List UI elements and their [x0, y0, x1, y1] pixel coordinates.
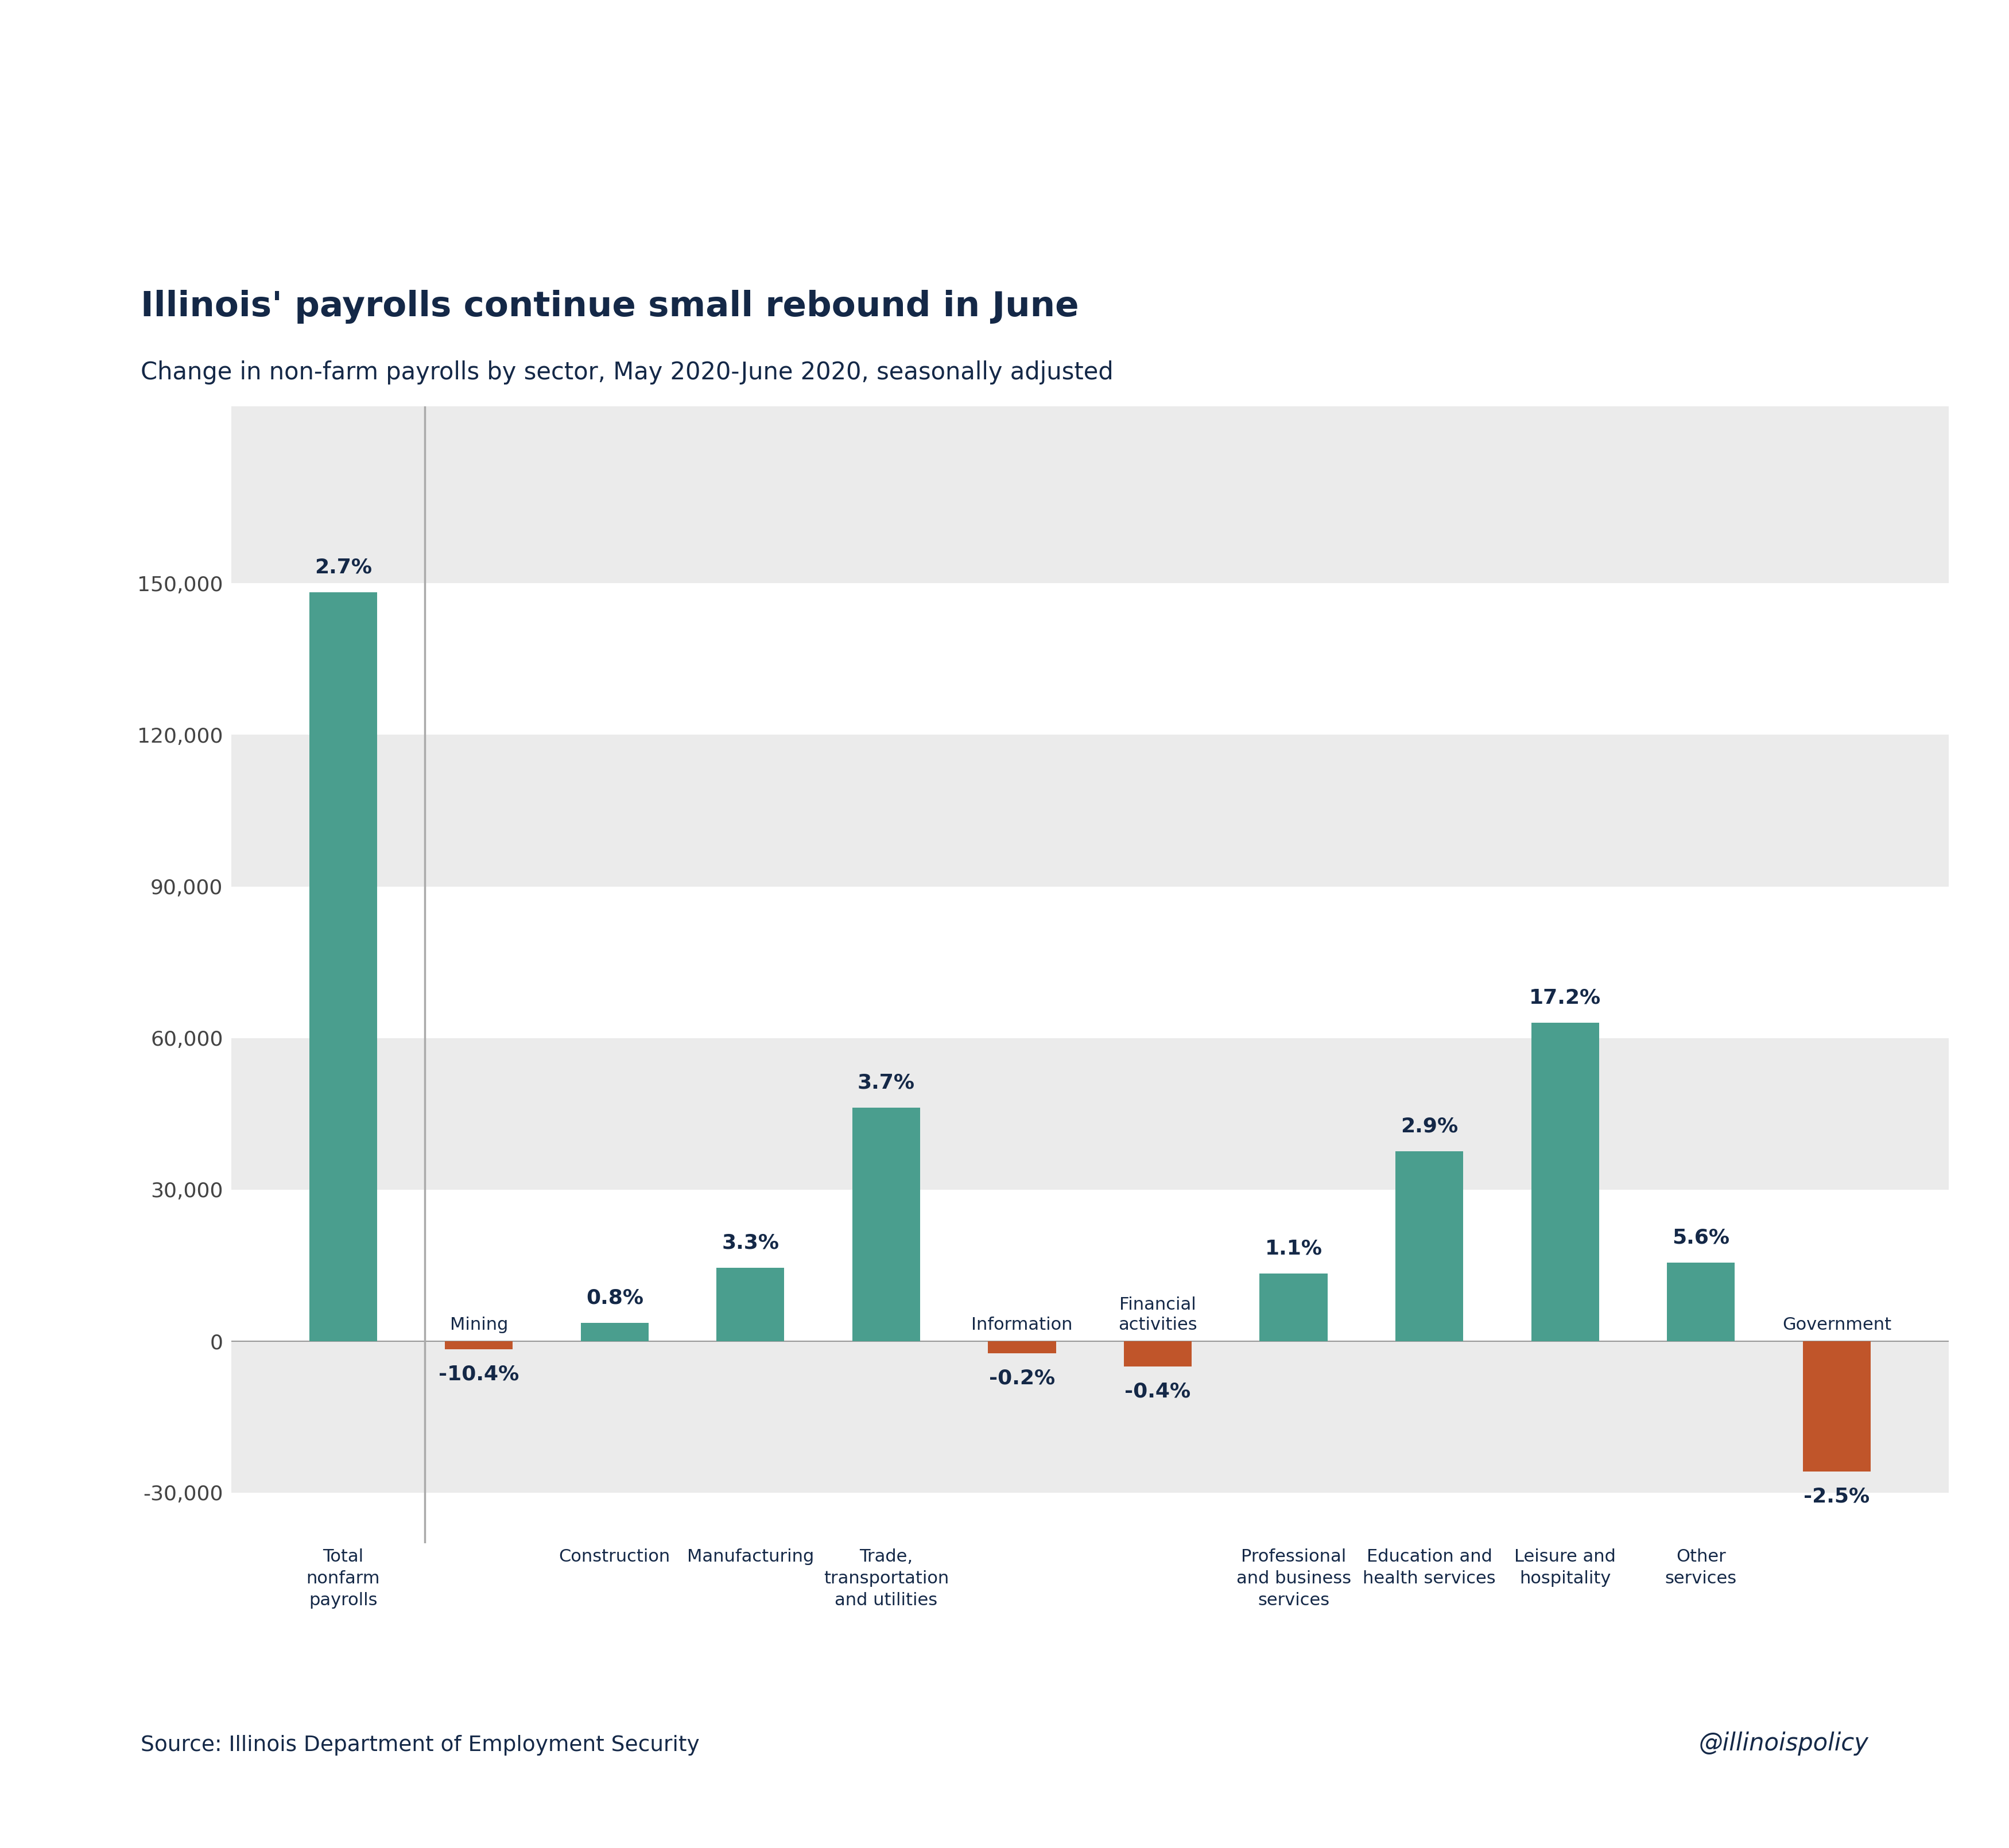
Text: Information: Information [970, 1318, 1073, 1334]
Bar [309, 593, 378, 1342]
Text: Source: Illinois Department of Employment Security: Source: Illinois Department of Employmen… [141, 1735, 699, 1756]
Text: @illinoispolicy: @illinoispolicy [1698, 1732, 1868, 1756]
Text: Total
nonfarm
payrolls: Total nonfarm payrolls [305, 1549, 380, 1608]
Text: 5.6%: 5.6% [1671, 1229, 1730, 1247]
Bar [231, 1342, 1949, 1493]
Text: -2.5%: -2.5% [1804, 1486, 1870, 1506]
Text: Financial
activities: Financial activities [1119, 1295, 1197, 1334]
Bar [231, 736, 1949, 887]
Bar [717, 1268, 784, 1342]
Bar [852, 1107, 920, 1342]
Text: Leisure and
hospitality: Leisure and hospitality [1515, 1549, 1615, 1587]
Text: 17.2%: 17.2% [1529, 989, 1601, 1007]
Bar [1667, 1262, 1736, 1342]
Text: 3.3%: 3.3% [721, 1233, 779, 1253]
Text: 2.7%: 2.7% [313, 558, 372, 577]
Text: Other
services: Other services [1665, 1549, 1738, 1587]
Text: Government: Government [1782, 1318, 1890, 1334]
Text: 1.1%: 1.1% [1266, 1238, 1322, 1258]
Text: Professional
and business
services: Professional and business services [1236, 1549, 1350, 1608]
Bar [1123, 1342, 1191, 1366]
Bar [309, 593, 378, 1342]
Bar [1531, 1022, 1599, 1342]
Bar [231, 584, 1949, 736]
Text: Education and
health services: Education and health services [1362, 1549, 1497, 1587]
Bar [988, 1342, 1057, 1353]
Bar [231, 1039, 1949, 1190]
Text: -0.4%: -0.4% [1125, 1382, 1191, 1401]
Text: Trade,
transportation
and utilities: Trade, transportation and utilities [824, 1549, 948, 1608]
Bar [1396, 1151, 1463, 1342]
Bar [1123, 1342, 1191, 1366]
Bar [231, 1190, 1949, 1342]
Bar [231, 887, 1949, 1039]
Bar [581, 1323, 649, 1342]
Text: 0.8%: 0.8% [587, 1288, 643, 1308]
Text: 2.9%: 2.9% [1400, 1116, 1459, 1137]
Bar [444, 1342, 512, 1349]
Text: Illinois' payrolls continue small rebound in June: Illinois' payrolls continue small reboun… [141, 290, 1079, 323]
Text: Construction: Construction [559, 1549, 671, 1565]
Text: Mining: Mining [450, 1318, 508, 1334]
Bar [852, 1107, 920, 1342]
Bar [1802, 1342, 1870, 1471]
Text: -0.2%: -0.2% [988, 1368, 1055, 1388]
Bar [444, 1342, 512, 1349]
Bar [1802, 1342, 1870, 1471]
Text: Change in non-farm payrolls by sector, May 2020-June 2020, seasonally adjusted: Change in non-farm payrolls by sector, M… [141, 360, 1113, 384]
Bar [1531, 1022, 1599, 1342]
Bar [988, 1342, 1057, 1353]
Bar [1260, 1273, 1328, 1342]
Text: Manufacturing: Manufacturing [687, 1549, 814, 1565]
Text: -10.4%: -10.4% [438, 1364, 518, 1384]
Bar [1667, 1262, 1736, 1342]
Bar [717, 1268, 784, 1342]
Bar [1396, 1151, 1463, 1342]
Bar [581, 1323, 649, 1342]
Bar [231, 407, 1949, 584]
Bar [1260, 1273, 1328, 1342]
Text: 3.7%: 3.7% [858, 1074, 914, 1092]
